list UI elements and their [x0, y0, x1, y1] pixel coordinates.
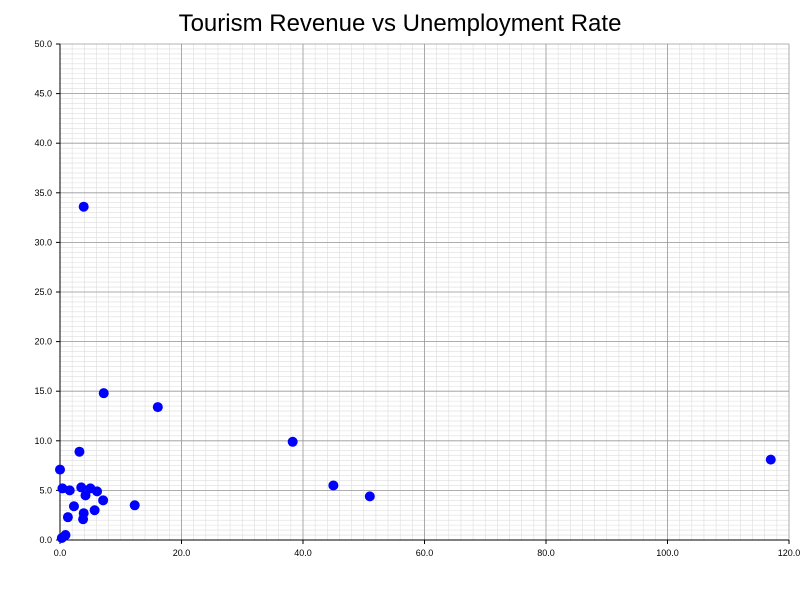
data-point: [78, 201, 89, 212]
x-tick-label: 40.0: [294, 548, 312, 558]
x-tick-label: 60.0: [416, 548, 434, 558]
y-tick-label: 25.0: [34, 287, 52, 297]
data-point: [287, 436, 298, 447]
data-point: [765, 454, 776, 465]
y-tick-label: 0.0: [39, 535, 52, 545]
data-point: [328, 480, 339, 491]
data-point: [74, 446, 85, 457]
data-point: [92, 486, 103, 497]
x-tick-label: 100.0: [656, 548, 679, 558]
axes: [56, 43, 790, 544]
y-tick-label: 40.0: [34, 138, 52, 148]
data-point: [76, 482, 87, 493]
x-tick-label: 120.0: [778, 548, 800, 558]
y-tick-label: 45.0: [34, 89, 52, 99]
y-tick-label: 50.0: [34, 39, 52, 49]
data-point: [80, 490, 91, 501]
data-point: [62, 512, 73, 523]
data-point: [98, 495, 109, 506]
y-tick-label: 35.0: [34, 188, 52, 198]
x-tick-label: 0.0: [54, 548, 67, 558]
data-point: [64, 485, 75, 496]
data-point: [78, 514, 89, 525]
data-point: [98, 388, 109, 399]
x-tick-label: 80.0: [537, 548, 555, 558]
y-tick-label: 20.0: [34, 337, 52, 347]
y-tick-label: 15.0: [34, 386, 52, 396]
data-point: [55, 464, 65, 475]
data-point: [89, 505, 100, 516]
data-point: [68, 501, 79, 512]
tick-labels: 0.0 20.0 40.0 60.0 80.0 100.0 120.0 0.0 5.0 10.0 1…: [34, 39, 800, 558]
y-tick-label: 10.0: [34, 436, 52, 446]
y-tick-label: 30.0: [34, 237, 52, 247]
data-point: [56, 533, 67, 544]
y-tick-label: 5.0: [39, 485, 52, 495]
x-tick-label: 20.0: [173, 548, 191, 558]
data-point: [152, 402, 163, 413]
data-points: [55, 201, 776, 544]
data-point: [364, 491, 375, 502]
chart-title: Tourism Revenue vs Unemployment Rate: [178, 10, 622, 37]
data-point: [129, 500, 140, 511]
